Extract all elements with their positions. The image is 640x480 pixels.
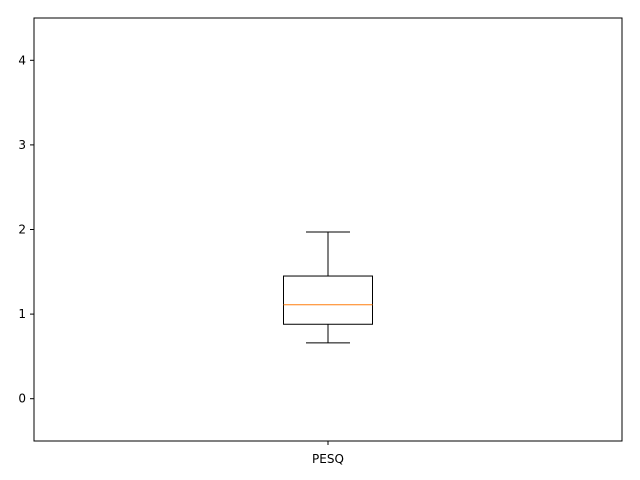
y-tick-label: 3 bbox=[18, 138, 26, 152]
box-iqr bbox=[283, 275, 373, 325]
y-tick-label: 2 bbox=[18, 223, 26, 237]
x-axis: PESQ bbox=[312, 441, 344, 466]
plot-area bbox=[33, 17, 623, 442]
x-tick-label: PESQ bbox=[312, 452, 344, 466]
y-tick-label: 1 bbox=[18, 307, 26, 321]
box-series bbox=[283, 231, 373, 344]
y-axis: 0 1 2 3 4 bbox=[18, 53, 34, 406]
y-tick-label: 4 bbox=[18, 53, 26, 67]
y-tick-label: 0 bbox=[18, 392, 26, 406]
